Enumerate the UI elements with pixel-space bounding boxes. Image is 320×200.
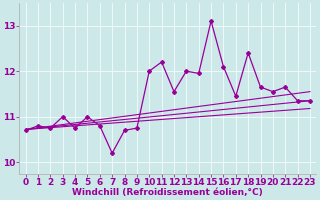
X-axis label: Windchill (Refroidissement éolien,°C): Windchill (Refroidissement éolien,°C) [72, 188, 263, 197]
